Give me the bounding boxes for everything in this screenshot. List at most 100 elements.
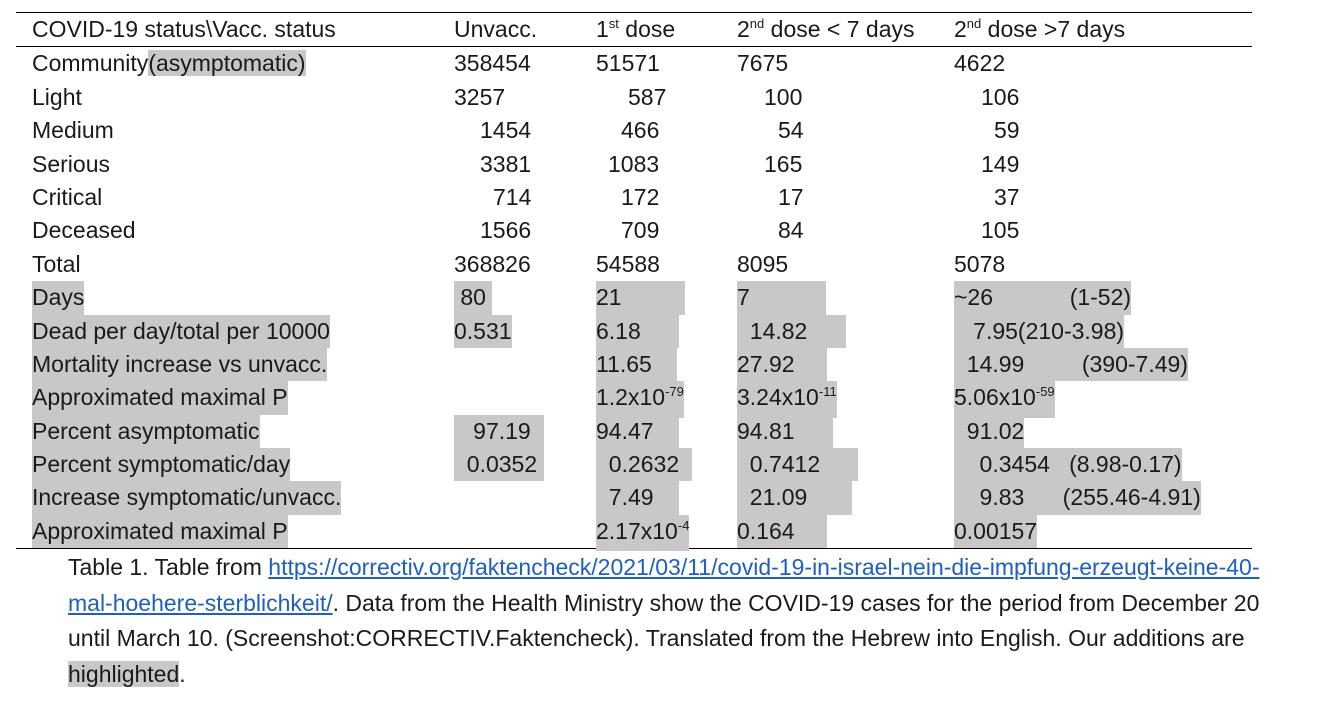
table-caption: Table 1. Table from https://correctiv.or… [68,550,1268,692]
row-label: Community [32,50,149,77]
caption-body: . Data from the Health Ministry show the… [68,589,1260,652]
table-row: Deceased 1566 709 84 105 [16,214,1252,247]
cell-second-dose-lt7: 165 [764,150,803,177]
row-label: Days [32,281,85,315]
table-row-added: Percent asymptomatic 97.19 94.47 94.81 9… [16,414,1252,449]
cell-first-dose: 11.65 [596,347,678,382]
row-label: Deceased [32,217,136,244]
cell-first-dose: 587 [628,83,667,110]
table-row: Critical 714 172 17 37 [16,181,1252,214]
row-label: Dead per day/total per 10000 [32,314,330,348]
header-second-dose-gt7: 2nd dose >7 days [954,16,1126,42]
caption-suffix: . [179,660,186,687]
table-row-added: Increase symptomatic/unvacc. 7.49 21.09 … [16,481,1252,515]
table-top-rule [16,12,1252,13]
cell-second-dose-gt7: 0.3454 (8.98-0.17) [954,448,1182,482]
cell-unvacc: 0.531 [454,314,512,348]
header-unvacc: Unvacc. [454,16,538,42]
cell-second-dose-gt7: 0.00157 [954,514,1038,549]
cell-second-dose-gt7: 149 [981,150,1020,177]
cell-first-dose: 94.47 [596,414,680,449]
table-row: Serious 3381 1083 165 149 [16,148,1252,181]
row-label: Percent asymptomatic [32,414,260,449]
table-row-added: Dead per day/total per 10000 0.531 6.18 … [16,314,1252,348]
cell-second-dose-gt7: 37 [994,183,1020,210]
header-second-dose-lt7: 2nd dose < 7 days [737,16,915,42]
row-label: Critical [32,183,103,210]
cell-unvacc: 3257 [454,83,506,110]
cell-second-dose-lt7: 21.09 [737,481,853,515]
table-header-rule [16,46,1252,48]
cell-first-dose: 1083 [608,150,660,177]
cell-second-dose-gt7: 91.02 [954,414,1025,449]
cell-second-dose-lt7: 7675 [737,50,789,77]
row-label: Increase symptomatic/unvacc. [32,481,342,515]
cell-first-dose: 172 [621,183,660,210]
cell-second-dose-gt7: 5078 [954,250,1006,277]
cell-first-dose: 54588 [596,250,660,277]
header-first-dose: 1st dose [596,16,676,42]
table-row-added: Approximated maximal P 2.17x10-4 0.164 0… [16,514,1252,552]
table-header-row: COVID-19 status\Vacc. status Unvacc. 1st… [16,13,1252,46]
cell-unvacc: 80 [454,281,493,315]
row-label: Total [32,250,81,277]
cell-second-dose-gt7: 4622 [954,50,1006,77]
row-label: Light [32,83,82,110]
table-row-added: Approximated maximal P 1.2x10-79 3.24x10… [16,381,1252,418]
cell-second-dose-gt7: ~26 (1-52) [954,281,1132,315]
cell-second-dose-gt7: 9.83 (255.46-4.91) [954,481,1201,515]
table-row: Total 368826 54588 8095 5078 [16,248,1252,281]
row-label: Mortality increase vs unvacc. [32,347,328,382]
row-label: Percent symptomatic/day [32,448,291,482]
cell-second-dose-lt7: 7 [737,281,827,315]
cell-first-dose: 466 [621,117,660,144]
cell-second-dose-lt7: 0.164 [737,514,827,549]
cell-second-dose-lt7: 100 [764,83,803,110]
cell-first-dose: 21 [596,281,686,315]
cell-unvacc: 368826 [454,250,531,277]
cell-first-dose: 6.18 [596,314,680,348]
cell-second-dose-gt7: 14.99 (390-7.49) [954,347,1188,382]
cell-second-dose-lt7: 94.81 [737,414,833,449]
cell-second-dose-gt7: 5.06x10-59 [954,381,1055,418]
cell-second-dose-lt7: 84 [778,217,804,244]
cell-second-dose-gt7: 106 [981,83,1020,110]
row-label-added: (asymptomatic) [148,50,306,77]
cell-first-dose: 51571 [596,50,660,77]
caption-highlighted-word: highlighted [68,660,180,687]
cell-second-dose-lt7: 14.82 [737,314,846,348]
cell-second-dose-gt7: 105 [981,217,1020,244]
table-row-added: Mortality increase vs unvacc. 11.65 27.9… [16,347,1252,382]
cell-second-dose-gt7: 7.95(210-3.98) [954,314,1125,348]
cell-unvacc: 3381 [480,150,532,177]
header-status: COVID-19 status\Vacc. status [32,16,336,42]
table-row-added: Days 80 21 7 ~26 (1-52) [16,281,1252,315]
cell-second-dose-lt7: 27.92 [737,347,827,382]
row-label: Approximated maximal P [32,514,288,549]
cell-unvacc: 97.19 [454,414,544,449]
cell-second-dose-lt7: 8095 [737,250,789,277]
cell-second-dose-lt7: 0.7412 [737,448,859,482]
caption-prefix: Table 1. Table from [68,554,269,580]
table-row: Community(asymptomatic) 358454 51571 767… [16,47,1252,80]
cell-unvacc: 1454 [480,117,532,144]
cell-second-dose-lt7: 3.24x10-11 [737,381,837,418]
cell-first-dose: 1.2x10-79 [596,381,684,418]
source-link[interactable]: https://correctiv.org/faktencheck/2021/0… [68,554,1260,616]
cell-first-dose: 7.49 [596,481,680,515]
row-label: Approximated maximal P [32,381,288,415]
cell-first-dose: 0.2632 [596,448,692,482]
cell-second-dose-lt7: 54 [778,117,804,144]
table-row: Medium 1454 466 54 59 [16,114,1252,147]
cell-unvacc: 358454 [454,50,531,77]
cell-first-dose: 709 [621,217,660,244]
cell-unvacc: 0.0352 [454,448,544,482]
cell-first-dose: 2.17x10-4 [596,514,690,552]
row-label: Serious [32,150,110,177]
cell-second-dose-lt7: 17 [778,183,804,210]
cell-second-dose-gt7: 59 [994,117,1020,144]
table-row: Light 3257 587 100 106 [16,81,1252,114]
row-label: Medium [32,117,114,144]
table-row-added: Percent symptomatic/day 0.0352 0.2632 0.… [16,448,1252,482]
cell-unvacc: 714 [493,183,532,210]
